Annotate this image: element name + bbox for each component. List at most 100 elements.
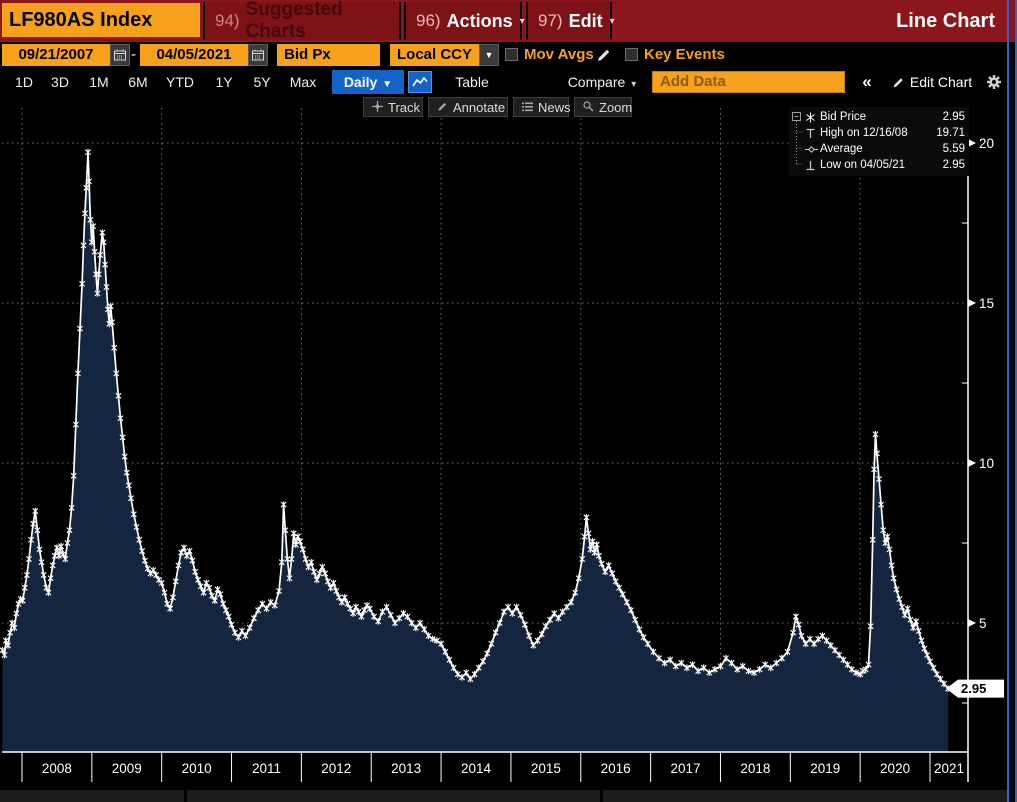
legend-value: 5.59: [942, 143, 965, 155]
view-mode-label: Line Chart: [896, 10, 995, 32]
period-button-1y[interactable]: 1Y: [215, 74, 233, 90]
zoom-icon: [583, 100, 594, 115]
period-button-3d[interactable]: 3D: [51, 74, 69, 90]
x-axis-label: 2014: [461, 761, 492, 776]
y-axis-label: 10: [979, 456, 994, 471]
period-button-max[interactable]: Max: [289, 74, 317, 90]
x-axis-label: 2011: [252, 761, 281, 776]
x-axis-label: 2013: [391, 761, 421, 776]
y-axis-tick-arrow: [968, 459, 976, 467]
chart-tool-zoom-button[interactable]: Zoom: [574, 97, 632, 117]
asterisk-marker: [805, 112, 820, 123]
line-chart-type-icon[interactable]: [408, 71, 432, 93]
legend-tree-rail: [792, 112, 803, 165]
y-axis-label: 15: [979, 296, 994, 311]
chart-tool-track-button[interactable]: Track: [363, 97, 423, 117]
frequency-dropdown[interactable]: Daily ▼: [332, 70, 404, 94]
legend-row: High on 12/16/08 19.71: [791, 125, 965, 141]
period-button-ytd[interactable]: YTD: [166, 74, 194, 90]
actions-shortcut: 96): [416, 11, 441, 30]
x-axis-label: 2015: [531, 761, 561, 776]
last-price-badge-label: 2.95: [961, 681, 986, 696]
window-bottom-bar: [0, 790, 1017, 802]
chart-tool-label: Zoom: [599, 99, 633, 115]
currency-select[interactable]: Local CCY: [390, 44, 479, 66]
calendar-icon[interactable]: [248, 44, 268, 66]
chevron-down-icon: ▾: [519, 15, 525, 27]
period-button-6m[interactable]: 6M: [128, 74, 148, 90]
edit-menu-button[interactable]: 97) Edit ▾: [526, 2, 615, 40]
edit-chart-label: Edit Chart: [909, 74, 973, 90]
news-icon: [522, 100, 533, 115]
actions-menu-button[interactable]: 96) Actions ▾: [404, 2, 525, 40]
frequency-label: Daily: [343, 74, 378, 90]
legend-row: Bid Price 2.95: [791, 109, 965, 125]
gear-icon[interactable]: [982, 70, 1006, 94]
legend-collapse-icon: [792, 112, 801, 121]
edit-label: Edit: [568, 10, 603, 31]
y-axis-tick-arrow: [968, 299, 976, 307]
low-marker: [805, 160, 820, 171]
collapse-toolbar-button[interactable]: «: [862, 72, 872, 91]
legend-label: Low on 04/05/21: [820, 159, 906, 171]
mov-avgs-label: Mov Avgs: [524, 46, 594, 63]
period-button-5y[interactable]: 5Y: [253, 74, 271, 90]
title-bar: LF980AS Index 94) Suggested Charts 96) A…: [0, 0, 1007, 44]
x-axis-label: 2012: [321, 761, 351, 776]
panel-divider[interactable]: [1007, 0, 1017, 802]
legend-label: Bid Price: [820, 111, 867, 123]
legend-row: Low on 04/05/21 2.95: [791, 157, 965, 173]
pencil-icon[interactable]: [596, 47, 612, 68]
x-axis-label: 2009: [112, 761, 142, 776]
edit-chart-button[interactable]: Edit Chart: [886, 70, 978, 94]
compare-dropdown[interactable]: Compare ▾: [558, 70, 646, 94]
price-field-input[interactable]: Bid Px: [277, 44, 380, 66]
edit-shortcut: 97): [538, 11, 563, 30]
controls-row: 09/21/2007 - 04/05/2021 Bid Px Local CCY…: [0, 44, 1007, 70]
x-axis-label: 2018: [740, 761, 770, 776]
chevron-down-icon: ▾: [609, 15, 615, 27]
legend-value: 2.95: [942, 159, 965, 171]
chart-tool-news-button[interactable]: News: [513, 97, 571, 117]
chart-tool-label: Annotate: [453, 99, 506, 115]
adjacent-panel-sliver: [1009, 0, 1015, 42]
date-to-field[interactable]: 04/05/2021: [140, 44, 248, 66]
y-axis-label: 5: [979, 616, 987, 631]
legend-label: High on 12/16/08: [820, 127, 908, 139]
chart-tool-label: News: [538, 99, 571, 115]
bottom-bar-divider: [184, 790, 187, 802]
calendar-icon[interactable]: [110, 44, 130, 66]
last-price-badge: [946, 679, 1004, 698]
y-axis-tick-arrow: [968, 139, 976, 147]
legend-value: 19.71: [936, 127, 965, 139]
price-point-markers: [0, 148, 952, 692]
high-marker: [805, 128, 820, 139]
legend-row: Average 5.59: [791, 141, 965, 157]
legend-label: Average: [820, 143, 863, 155]
key-events-label: Key Events: [644, 46, 725, 63]
y-axis-label: 20: [979, 136, 994, 151]
date-from-field[interactable]: 09/21/2007: [2, 44, 110, 66]
suggested-charts-button[interactable]: 94) Suggested Charts: [203, 0, 401, 42]
mov-avgs-checkbox[interactable]: [505, 48, 518, 61]
period-button-1d[interactable]: 1D: [15, 74, 33, 90]
period-button-1m[interactable]: 1M: [89, 74, 109, 90]
x-axis-label: 2008: [42, 761, 72, 776]
legend-value: 2.95: [942, 111, 965, 123]
chevron-down-icon: ▾: [631, 79, 637, 90]
track-icon: [372, 100, 383, 115]
actions-label: Actions: [446, 10, 513, 31]
chart-tool-label: Track: [388, 99, 421, 115]
currency-dropdown-button[interactable]: ▼: [479, 44, 499, 66]
add-data-input[interactable]: Add Data: [652, 71, 845, 93]
chart-tool-annotate-button[interactable]: Annotate: [428, 97, 508, 117]
price-area-fill: [2, 152, 949, 753]
chevron-down-icon: ▼: [382, 79, 393, 90]
period-toolbar: 1D 3D 1M 6M YTD 1Y 5Y Max Daily ▼ Table Compare ▾…: [0, 70, 1007, 96]
ticker-input[interactable]: LF980AS Index: [2, 3, 200, 37]
key-events-checkbox[interactable]: [625, 48, 638, 61]
table-button[interactable]: Table: [455, 74, 489, 90]
compare-label: Compare: [567, 74, 626, 90]
